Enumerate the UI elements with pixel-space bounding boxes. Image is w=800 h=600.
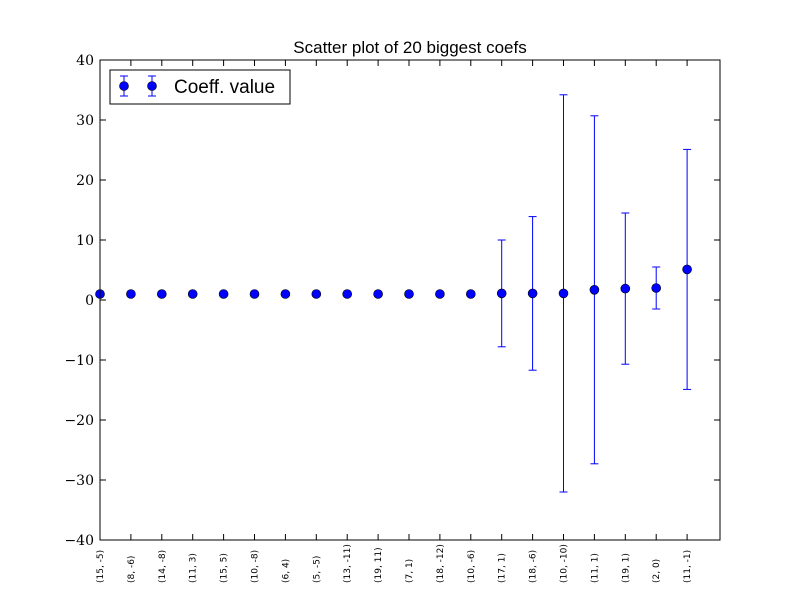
data-point bbox=[342, 289, 353, 299]
data-point bbox=[280, 289, 291, 299]
data-point bbox=[682, 264, 692, 275]
data-point bbox=[373, 289, 383, 299]
data-point bbox=[527, 288, 538, 299]
x-tick-label: (19, 1) bbox=[621, 553, 631, 583]
data-point bbox=[311, 289, 322, 299]
legend: Coeff. value bbox=[109, 69, 291, 105]
x-tick-label: (6, 4) bbox=[281, 559, 291, 583]
x-tick-label: (17, 1) bbox=[498, 553, 508, 583]
legend-marker-left bbox=[119, 75, 129, 97]
data-point bbox=[620, 283, 631, 294]
legend-marker-right bbox=[147, 75, 157, 97]
y-tick-label: 20 bbox=[76, 173, 94, 189]
x-tick-label: (5, -5) bbox=[312, 556, 322, 583]
y-tick-label: −40 bbox=[64, 533, 94, 549]
data-point bbox=[651, 283, 662, 293]
y-tick-label: 40 bbox=[76, 53, 94, 69]
legend-box bbox=[109, 69, 291, 105]
x-axis: (15, -5) (8, -6) (14, -8) (11, 3) (15, 5) (10… bbox=[96, 60, 693, 583]
chart-title: Scatter plot of 20 biggest coefs bbox=[293, 38, 526, 57]
y-tick-label: −20 bbox=[64, 413, 94, 429]
x-tick-label: (10, -6) bbox=[467, 550, 477, 583]
x-tick-label: (2, 0) bbox=[652, 559, 662, 583]
x-tick-label: (10, -10) bbox=[560, 544, 570, 583]
x-tick-label: (11, 1) bbox=[590, 553, 600, 583]
x-tick-label: (14, -8) bbox=[158, 550, 168, 583]
legend-label: Coeff. value bbox=[174, 77, 275, 98]
x-tick-label: (15, 5) bbox=[220, 553, 230, 583]
y-tick-label: 30 bbox=[76, 113, 94, 129]
x-tick-label: (13, -11) bbox=[343, 544, 353, 583]
x-tick-label: (19, 11) bbox=[374, 547, 384, 583]
y-tick-label: 10 bbox=[76, 233, 94, 249]
data-point bbox=[157, 289, 167, 299]
y-tick-label: −30 bbox=[64, 473, 94, 489]
x-tick-label: (15, -5) bbox=[96, 550, 106, 583]
data-point bbox=[249, 289, 260, 299]
data-point bbox=[496, 288, 507, 299]
x-tick-label: (7, 1) bbox=[405, 559, 415, 583]
x-tick-label: (11, 3) bbox=[189, 553, 199, 583]
plot-area bbox=[95, 94, 692, 493]
x-tick-label: (11, -1) bbox=[683, 550, 693, 583]
y-tick-label: 0 bbox=[85, 293, 94, 309]
data-point bbox=[126, 289, 136, 299]
x-tick-label: (8, -6) bbox=[127, 556, 137, 583]
plot-frame bbox=[99, 59, 721, 541]
y-axis: −40 −30 −20 −10 0 10 20 30 40 bbox=[64, 53, 720, 549]
x-tick-label: (10, -8) bbox=[251, 550, 261, 583]
y-tick-label: −10 bbox=[64, 353, 94, 369]
data-point bbox=[218, 289, 229, 299]
data-point bbox=[558, 288, 569, 299]
data-point bbox=[187, 289, 198, 299]
x-tick-label: (18, -12) bbox=[436, 544, 446, 583]
data-point bbox=[404, 289, 414, 299]
data-point bbox=[589, 284, 600, 295]
data-point bbox=[465, 289, 476, 299]
data-point bbox=[435, 289, 445, 299]
x-tick-label: (18, -6) bbox=[529, 550, 539, 583]
